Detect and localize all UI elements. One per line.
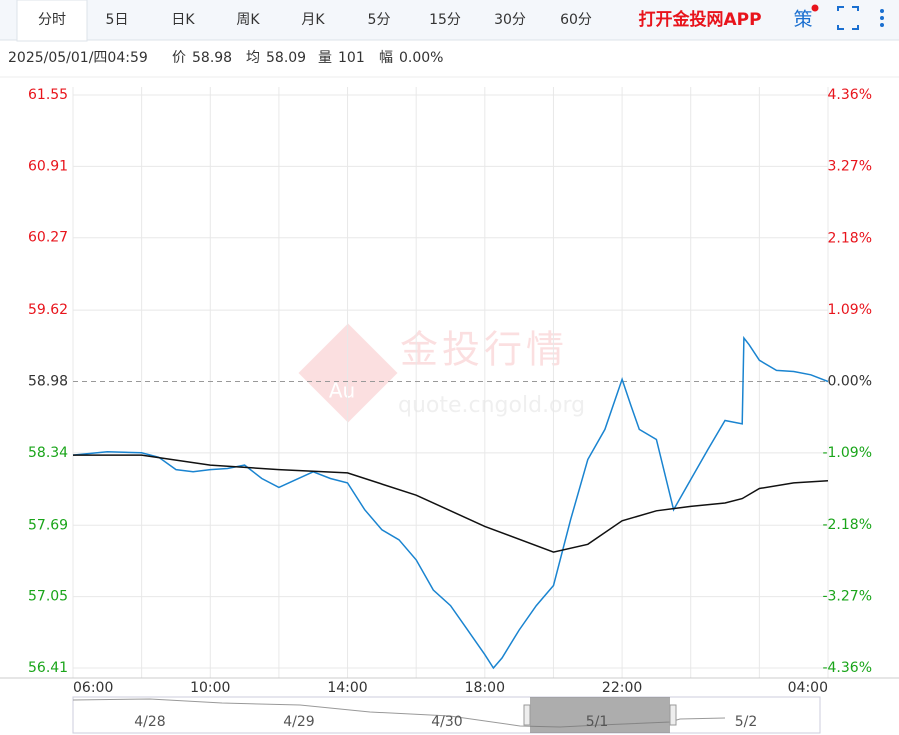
tab[interactable]: 分时 (38, 12, 66, 28)
info-value: 101 (338, 50, 365, 66)
info-label: 价 (172, 50, 186, 66)
y-tick-label: 57.69 (28, 517, 68, 533)
navigator-label: 4/28 (134, 714, 165, 730)
watermark-brand: 金投行情 (400, 328, 568, 372)
y-tick-label: 58.98 (28, 374, 68, 390)
y2-tick-label: -4.36% (822, 660, 872, 676)
notify-dot (811, 4, 819, 12)
x-tick-label: 06:00 (73, 680, 113, 696)
y2-tick-label: 3.27% (828, 159, 872, 175)
tab[interactable]: 周K (236, 12, 260, 28)
y2-tick-label: -1.09% (822, 445, 872, 461)
tab[interactable]: 日K (171, 12, 195, 28)
y-tick-label: 60.27 (28, 230, 68, 246)
tab[interactable]: 月K (301, 12, 325, 28)
watermark-url: quote.cngold.org (398, 393, 585, 418)
info-value: 0.00% (399, 50, 443, 66)
info-label: 量 (318, 50, 332, 66)
x-tick-label: 22:00 (602, 680, 642, 696)
tab[interactable]: 60分 (560, 12, 592, 28)
tab[interactable]: 15分 (429, 12, 461, 28)
info-time: 2025/05/01/四04:59 (8, 50, 148, 66)
y2-tick-label: 4.36% (828, 87, 872, 103)
x-tick-label: 14:00 (327, 680, 367, 696)
y-tick-label: 59.62 (28, 302, 68, 318)
y-tick-label: 58.34 (28, 445, 68, 461)
tab[interactable]: 5分 (368, 12, 391, 28)
y2-tick-label: 2.18% (828, 230, 872, 246)
navigator-handle[interactable] (523, 704, 531, 726)
y-tick-label: 57.05 (28, 589, 68, 605)
info-value: 58.98 (192, 50, 232, 66)
y-tick-label: 60.91 (28, 158, 68, 174)
x-tick-label: 04:00 (788, 680, 828, 696)
navigator-label: 5/1 (586, 714, 609, 730)
tab[interactable]: 5日 (106, 12, 129, 28)
tabs: 分时 5日 日K 周K 月K 5分 15分 30分 60分 (16, 0, 592, 42)
navigator-label: 5/2 (735, 714, 758, 730)
y2-tick-label: -3.27% (822, 588, 872, 604)
navigator-selection[interactable] (530, 697, 670, 733)
toolbar (0, 0, 899, 40)
info-label: 幅 (379, 50, 393, 66)
info: 价 58.98 均 58.09 量 101 幅 0.00% (172, 50, 443, 66)
app-link[interactable]: 打开金投网APP (638, 9, 761, 30)
watermark-logo: Au (329, 379, 355, 403)
series-line (72, 335, 829, 670)
y2-tick-label: 1.09% (828, 302, 872, 318)
navigator-label: 4/30 (431, 714, 462, 730)
navigator-handle[interactable] (669, 704, 677, 726)
series-line (73, 454, 829, 553)
y-tick-label: 56.41 (28, 660, 68, 676)
strategy-button[interactable]: 策 (793, 9, 812, 31)
x-tick-label: 10:00 (190, 680, 230, 696)
info-label: 均 (246, 50, 260, 66)
x-tick-label: 18:00 (465, 680, 505, 696)
tab[interactable]: 30分 (494, 12, 526, 28)
y2-tick-label: 0.00% (828, 374, 872, 390)
active-tab (16, 0, 88, 42)
info-value: 58.09 (266, 50, 306, 66)
watermark: Au 金投行情 quote.cngold.org (298, 323, 585, 423)
fullscreen-button[interactable] (837, 6, 859, 30)
more-button[interactable] (880, 9, 884, 27)
navigator[interactable] (72, 696, 821, 734)
navigator-label: 4/29 (283, 714, 314, 730)
y2-tick-label: -2.18% (822, 517, 872, 533)
y-tick-label: 61.55 (28, 87, 68, 103)
